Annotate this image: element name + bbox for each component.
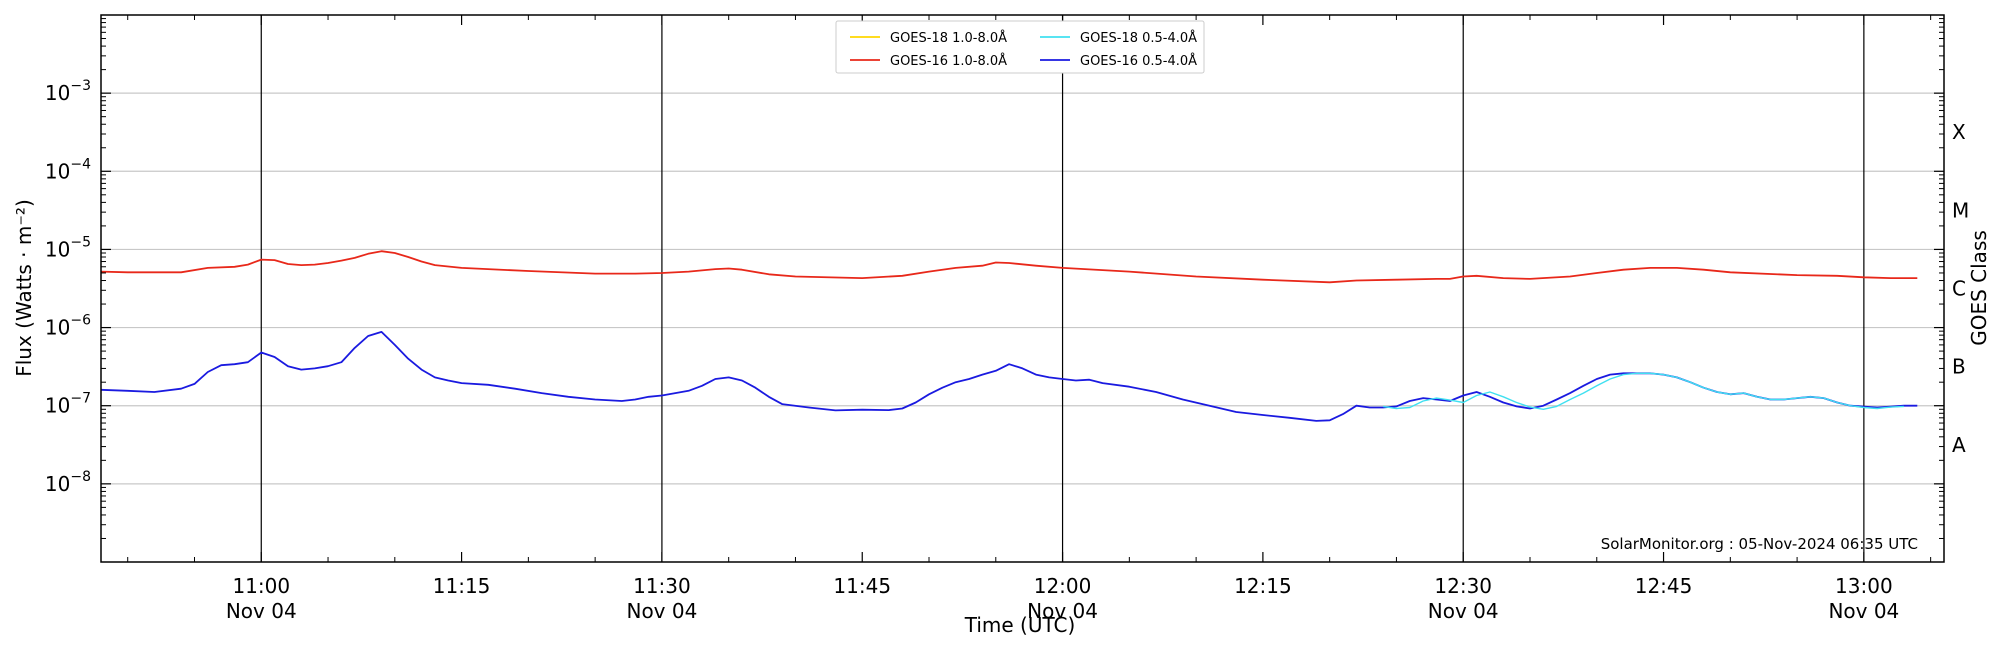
x-tick-date-label: Nov 04: [1428, 599, 1499, 623]
goes-class-label: M: [1952, 198, 1969, 222]
y-axis-title: Flux (Watts · m⁻²): [12, 199, 36, 377]
series-line: [100, 330, 1918, 422]
y-tick-label: 10−8: [45, 469, 91, 496]
y2-axis-title: GOES Class: [1967, 230, 1991, 346]
legend-label: GOES-18 1.0-8.0Å: [890, 30, 1007, 46]
series-lines: [100, 250, 1918, 422]
goes-class-label: B: [1952, 355, 1966, 379]
y-tick-label: 10−5: [45, 234, 91, 261]
x-tick-date-label: Nov 04: [1027, 599, 1098, 623]
x-tick-date-label: Nov 04: [226, 599, 297, 623]
goes-class-label: A: [1952, 433, 1966, 457]
goes-class-labels: A B C M X: [1952, 120, 1969, 457]
y-tick-label: 10−3: [45, 78, 91, 105]
legend-label: GOES-18 0.5-4.0Å: [1080, 30, 1197, 46]
credit-text: SolarMonitor.org : 05-Nov-2024 06:35 UTC: [1601, 535, 1918, 553]
x-tick-date-label: Nov 04: [1828, 599, 1899, 623]
goes-class-label: C: [1952, 277, 1966, 301]
x-tick-label: 11:45: [833, 574, 891, 598]
x-tick-label: 11:00: [232, 574, 290, 598]
x-tick-label: 12:15: [1234, 574, 1292, 598]
x-tick-label: 12:30: [1434, 574, 1492, 598]
x-tick-label: 13:00: [1835, 574, 1893, 598]
y-tick-label: 10−6: [45, 313, 91, 340]
goes-class-label: X: [1952, 120, 1966, 144]
x-tick-date-label: Nov 04: [626, 599, 697, 623]
grid-lines: [101, 92, 1944, 485]
series-line: [1382, 372, 1904, 410]
legend-label: GOES-16 1.0-8.0Å: [890, 53, 1007, 69]
legend: GOES-18 1.0-8.0Å GOES-18 0.5-4.0Å GOES-16 …: [835, 20, 1205, 74]
x-tick-label: 12:45: [1635, 574, 1693, 598]
y-tick-label: 10−7: [45, 391, 91, 418]
series-line: [100, 250, 1918, 284]
legend-label: GOES-16 0.5-4.0Å: [1080, 53, 1197, 69]
x-tick-label: 11:15: [433, 574, 491, 598]
x-tick-label: 11:30: [633, 574, 691, 598]
time-markers: [260, 15, 1865, 562]
plot-frame: [100, 14, 1945, 563]
x-tick-label: 12:00: [1034, 574, 1092, 598]
y-axis-ticks: 10−8 10−7 10−6 10−5 10−4 10−3: [45, 18, 1944, 539]
y-tick-label: 10−4: [45, 156, 91, 183]
legend-box: [835, 20, 1205, 74]
x-axis-title: Time (UTC): [964, 613, 1076, 637]
